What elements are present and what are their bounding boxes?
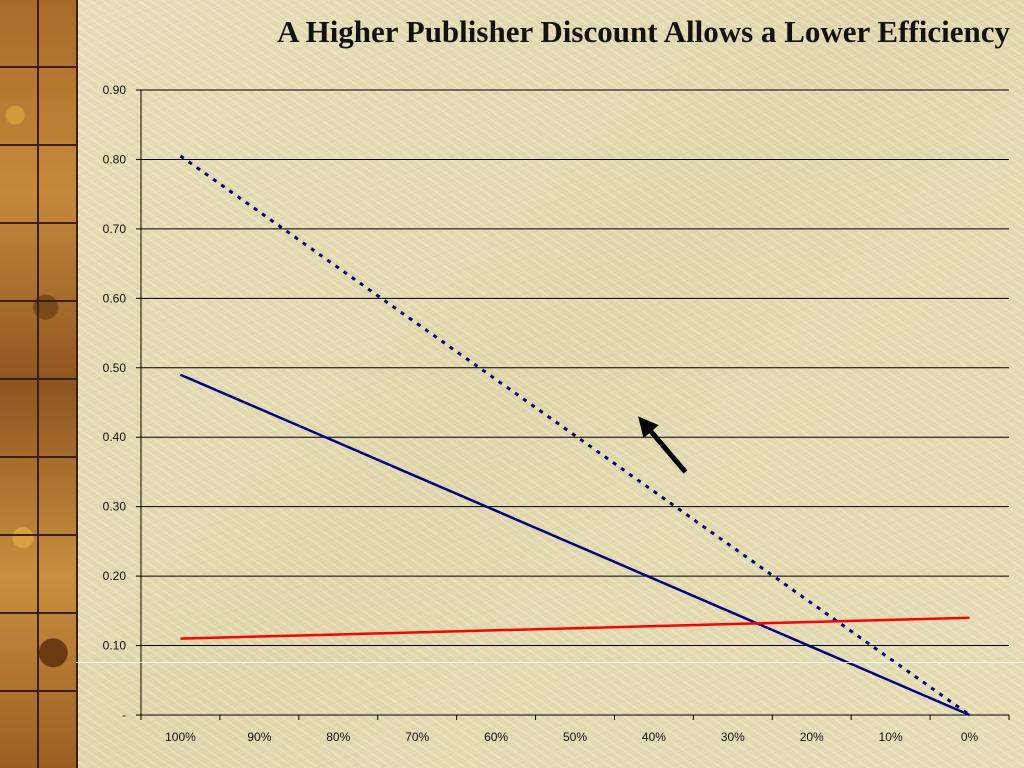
decorative-side-strip: [0, 0, 78, 768]
x-tick-label: 50%: [563, 730, 587, 744]
slide-divider-line: [76, 662, 1024, 663]
x-tick-label: 30%: [721, 730, 745, 744]
x-tick-label: 80%: [326, 730, 350, 744]
y-tick-label: 0.10: [103, 639, 127, 653]
annotation-arrow-shaft: [649, 429, 688, 474]
x-tick-label: 100%: [165, 730, 196, 744]
series-line-3: [180, 616, 970, 640]
x-tick-label: 40%: [642, 730, 666, 744]
y-tick-label: 0.80: [103, 152, 127, 166]
y-tick-label: -: [122, 708, 126, 722]
x-tick-label: 90%: [247, 730, 271, 744]
series-line-2: [179, 154, 971, 717]
series-line-1: [179, 373, 971, 717]
chart-title: A Higher Publisher Discount Allows a Low…: [277, 14, 1010, 49]
x-tick-label: 60%: [484, 730, 508, 744]
y-tick-label: 0.90: [103, 83, 127, 97]
y-tick-label: 0.30: [103, 500, 127, 514]
x-tick-label: 0%: [961, 730, 979, 744]
y-tick-label: 0.40: [103, 430, 127, 444]
y-tick-label: 0.60: [103, 291, 127, 305]
x-tick-label: 70%: [405, 730, 429, 744]
x-tick-label: 20%: [800, 730, 824, 744]
y-tick-label: 0.70: [103, 222, 127, 236]
annotation-arrow-head: [638, 416, 659, 439]
y-tick-label: 0.20: [103, 569, 127, 583]
x-tick-label: 10%: [879, 730, 903, 744]
y-tick-label: 0.50: [103, 361, 127, 375]
